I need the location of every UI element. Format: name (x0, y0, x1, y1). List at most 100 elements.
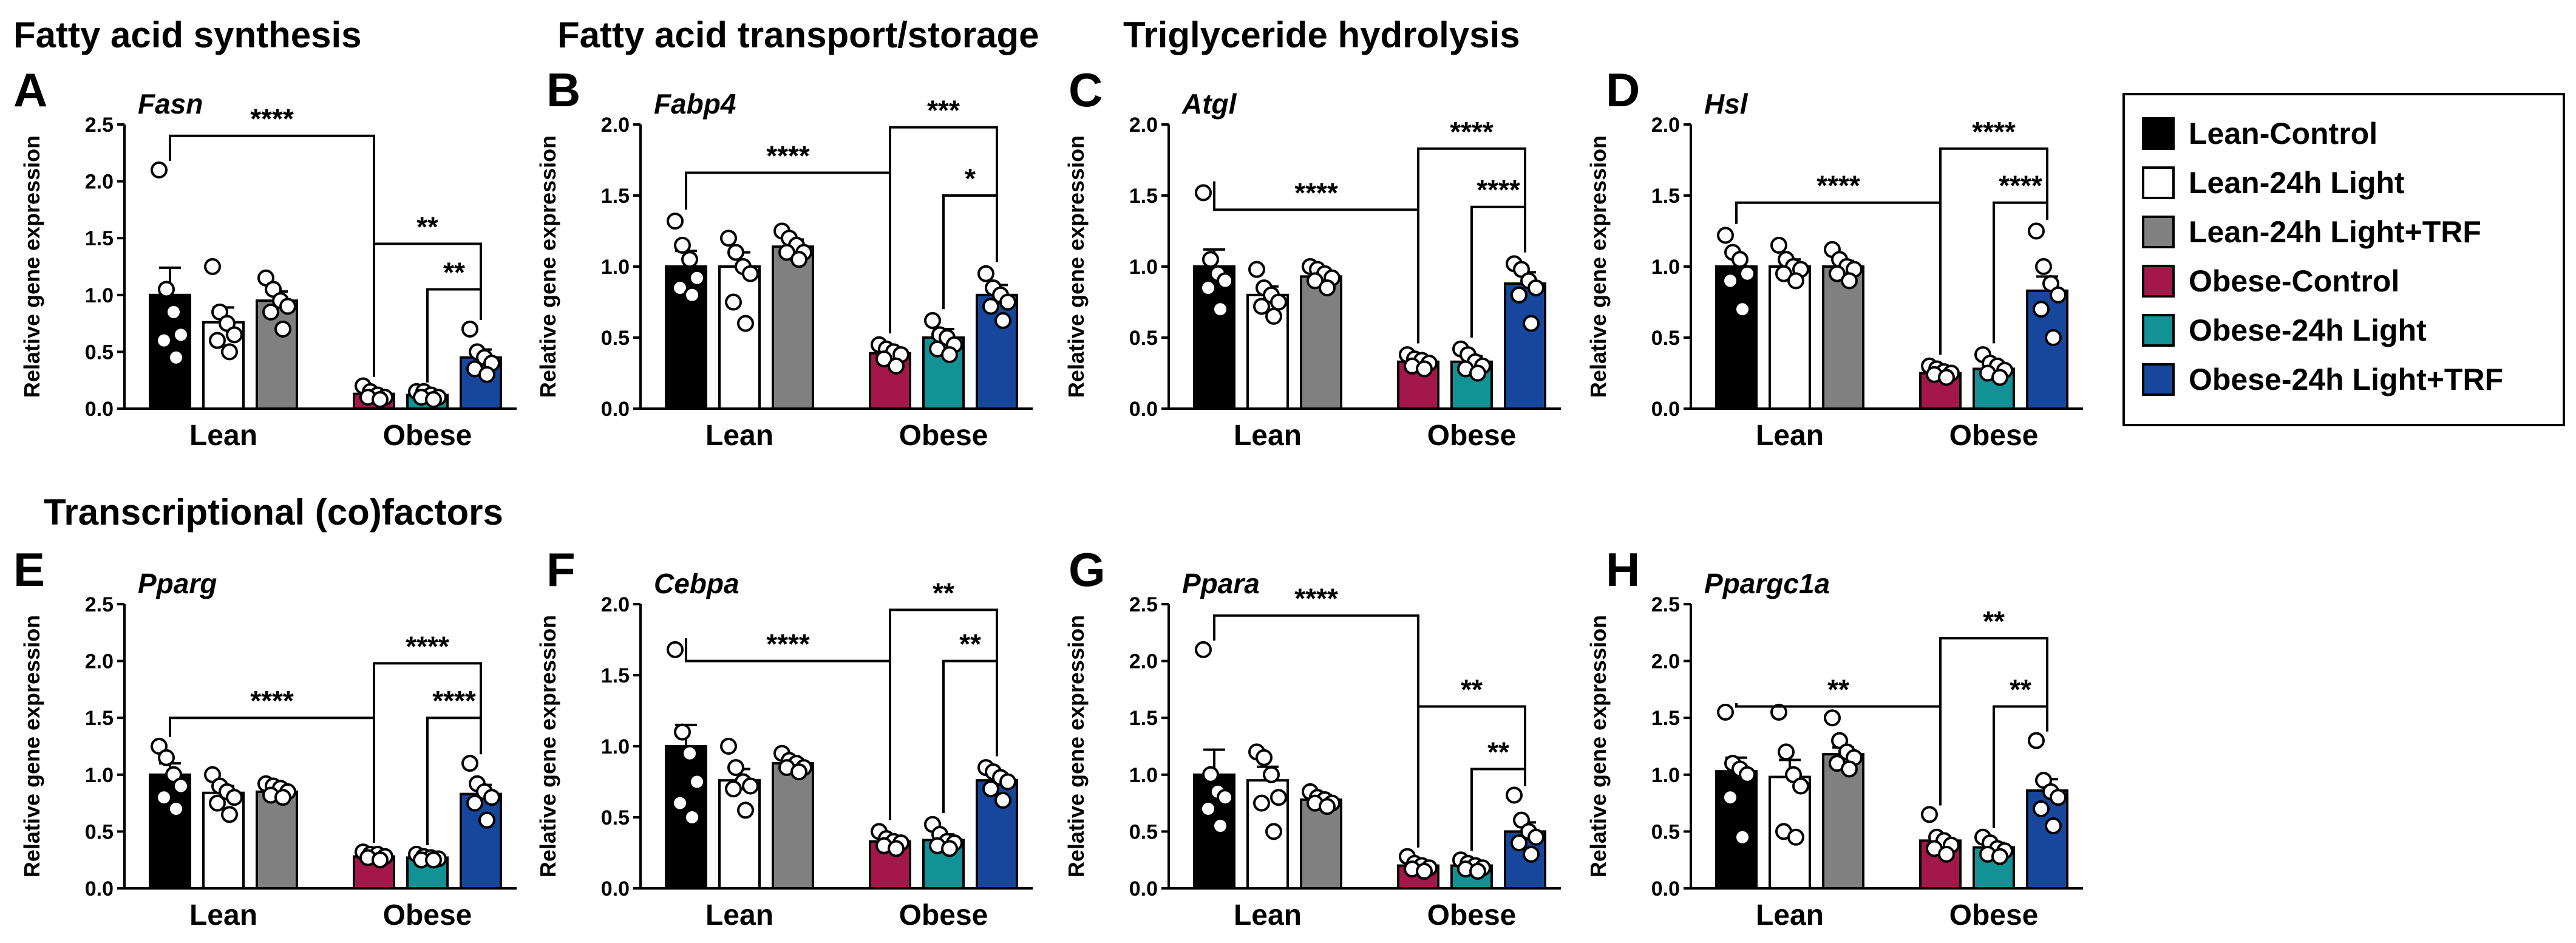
data-point-0-5 (168, 800, 185, 817)
data-point-1-5 (737, 802, 754, 819)
sig-label-1: ** (933, 577, 954, 608)
bar-pparg-2 (256, 790, 298, 890)
y-tick-label: 1.5 (1129, 185, 1158, 208)
data-point-4-5 (1991, 369, 2008, 386)
group-label-obese: Obese (899, 899, 988, 931)
data-point-1-1 (1778, 743, 1795, 761)
y-tick-label: 2.5 (1651, 593, 1680, 616)
y-axis-label: Relative gene expression (535, 135, 560, 398)
data-point-5-3 (1528, 279, 1545, 297)
data-point-2-4 (1829, 265, 1846, 282)
data-point-0-0 (1195, 184, 1212, 202)
data-point-0-2 (165, 303, 182, 321)
data-point-0-4 (671, 279, 688, 297)
sig-label-1: **** (1450, 116, 1494, 148)
data-point-1-5 (1265, 823, 1282, 840)
data-point-3-4 (875, 350, 892, 368)
group-label-lean: Lean (705, 899, 773, 931)
data-point-5-0 (2028, 222, 2045, 240)
data-point-1-5 (1265, 307, 1282, 325)
data-point-1-5 (1787, 272, 1804, 290)
y-tick-label: 1.0 (1651, 256, 1680, 279)
data-point-1-2 (1263, 766, 1280, 783)
data-point-0-3 (688, 269, 705, 287)
gene-title: Fasn (138, 88, 203, 120)
group-label-lean: Lean (189, 899, 257, 931)
data-point-3-5 (1416, 862, 1433, 880)
y-tick-label: 1.0 (85, 284, 114, 307)
data-point-0-3 (1217, 272, 1234, 290)
y-tick-label: 2.0 (601, 114, 630, 137)
bar-ppargc1a-0 (1715, 770, 1758, 890)
data-point-5-4 (1511, 834, 1528, 852)
data-point-1-1 (727, 759, 744, 777)
sig-bracket-1 (1939, 637, 2048, 806)
data-point-5-5 (2045, 817, 2062, 835)
data-point-5-4 (982, 780, 999, 798)
legend: Lean-Control Lean-24h Light Lean-24h Light… (2122, 93, 2565, 426)
sig-bracket-1 (1417, 705, 1526, 848)
data-point-3-5 (1416, 360, 1433, 378)
data-point-5-0 (2028, 732, 2045, 749)
data-point-0-3 (172, 326, 189, 344)
sig-bracket-2 (426, 717, 482, 845)
data-point-0-3 (172, 777, 189, 795)
group-label-lean: Lean (1234, 420, 1302, 452)
data-point-5-3 (2050, 789, 2067, 806)
bar-cebpa-2 (772, 762, 814, 890)
panel-D: D Hsl 0.0 0.5 1.0 1.5 2.0 Relative gene express… (1586, 63, 2083, 452)
panel-letter: B (546, 63, 580, 117)
sig-label-0: **** (250, 685, 294, 717)
panel-C: C Atgl 0.0 0.5 1.0 1.5 2.0 Relative gene expres… (1064, 63, 1561, 452)
section-title-synthesis: Fatty acid synthesis (13, 15, 362, 55)
bar-fabp4-2 (772, 245, 814, 410)
data-point-0-0 (667, 213, 684, 230)
data-point-1-0 (1248, 260, 1265, 278)
data-point-2-5 (790, 763, 807, 781)
data-point-0-1 (674, 236, 691, 254)
panels: A Fasn 0.0 0.5 1.0 1.5 2.0 2.5 Relative gene exp… (13, 63, 2083, 931)
data-point-1-4 (1775, 265, 1792, 282)
data-point-1-3 (1270, 293, 1287, 311)
y-tick-label: 0.5 (1129, 820, 1158, 843)
data-point-0-4 (671, 794, 688, 812)
data-point-0-0 (1717, 703, 1734, 721)
sig-label-2: ** (1487, 736, 1509, 768)
bar-atgl-2 (1300, 275, 1342, 410)
data-point-0-4 (155, 332, 172, 349)
data-point-4-5 (1469, 364, 1486, 382)
bar-ppara-2 (1300, 798, 1342, 890)
y-tick-label: 0.0 (601, 877, 630, 900)
data-point-2-5 (274, 789, 291, 806)
panel-letter: D (1606, 63, 1640, 117)
sig-label-2: ** (2010, 673, 2031, 705)
data-point-4-5 (1469, 862, 1486, 880)
data-point-2-3 (279, 298, 296, 315)
bar-fasn-2 (256, 299, 298, 410)
data-point-1-0 (720, 230, 737, 247)
data-point-0-5 (1734, 301, 1751, 318)
data-point-1-0 (1770, 703, 1787, 721)
sig-label-0: **** (1294, 583, 1338, 614)
y-tick-label: 2.0 (1129, 650, 1158, 673)
legend-label-2: Lean-24h Light+TRF (2189, 215, 2481, 249)
data-point-0-1 (1202, 251, 1219, 268)
panel-letter: G (1069, 543, 1106, 596)
data-point-1-3 (226, 789, 243, 806)
data-point-1-4 (209, 332, 226, 349)
data-point-0-1 (158, 749, 175, 766)
sig-label-0: **** (250, 103, 294, 135)
y-axis-label: Relative gene expression (1586, 135, 1611, 398)
sig-label-0: **** (766, 628, 810, 660)
y-axis-label: Relative gene expression (1064, 135, 1089, 398)
data-point-1-3 (742, 777, 759, 795)
y-tick-label: 2.0 (1129, 114, 1158, 137)
group-label-lean: Lean (705, 420, 773, 452)
data-point-2-5 (790, 251, 807, 268)
group-label-lean: Lean (1756, 899, 1824, 931)
legend-label-4: Obese-24h Light (2189, 313, 2427, 347)
y-tick-label: 2.0 (1651, 650, 1680, 673)
bar-pparg-5 (460, 792, 502, 890)
data-point-5-1 (2035, 258, 2052, 275)
